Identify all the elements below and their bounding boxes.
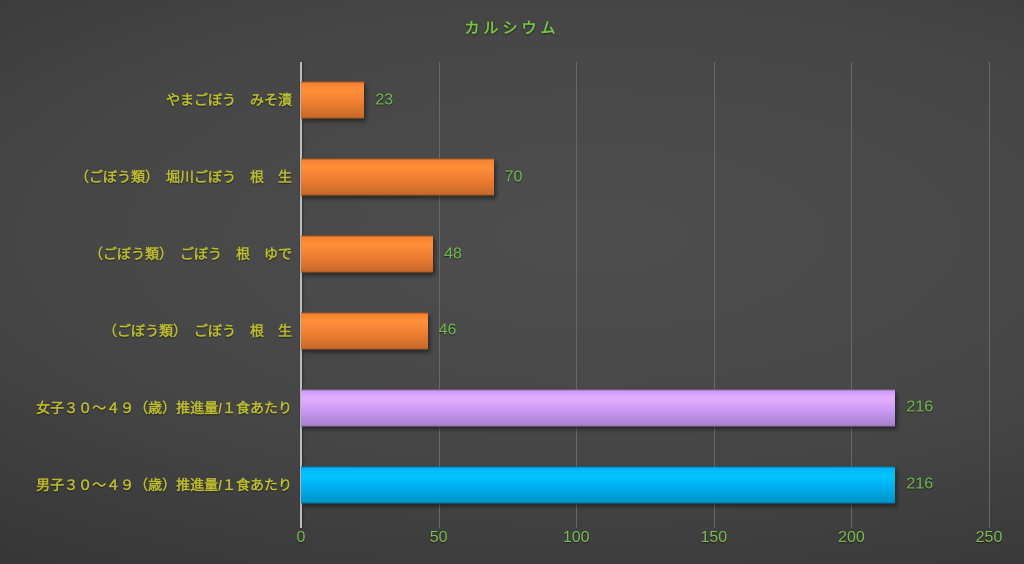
bar-rows: やまごぼう みそ漬 23 （ごぼう類） 堀川ごぼう 根 生 70 （ごぼう類） … — [0, 62, 1024, 523]
chart-title: カルシウム — [464, 20, 560, 37]
category-label: （ごぼう類） ごぼう 根 生 — [103, 322, 292, 339]
value-label: 216 — [906, 398, 934, 416]
x-axis-tick-label: 150 — [700, 529, 728, 546]
x-axis-tick-label: 0 — [296, 529, 306, 546]
bar-track: 70 — [301, 158, 989, 196]
bar-row: 女子３０～４９（歳）推進量/１食あたり 216 — [0, 369, 1024, 446]
x-axis-tick-label: 100 — [562, 529, 590, 546]
bar-track: 23 — [301, 81, 989, 119]
bar — [301, 235, 434, 273]
bar-row: やまごぼう みそ漬 23 — [0, 62, 1024, 139]
category-label: やまごぼう みそ漬 — [166, 92, 292, 109]
gridline — [989, 62, 990, 528]
bar-track: 216 — [301, 466, 989, 504]
category-label: 女子３０～４９（歳）推進量/１食あたり — [36, 399, 292, 416]
bar — [301, 158, 494, 196]
value-label: 48 — [444, 245, 462, 263]
x-axis: 0 50 100 150 200 250 — [297, 529, 1003, 551]
bar-row: （ごぼう類） 堀川ごぼう 根 生 70 — [0, 139, 1024, 216]
value-label: 46 — [438, 321, 457, 339]
x-axis-tick-label: 50 — [429, 529, 448, 546]
value-label: 216 — [906, 475, 934, 493]
gridline — [713, 62, 715, 528]
bar — [301, 466, 896, 504]
gridline — [438, 62, 440, 528]
value-label: 23 — [375, 91, 394, 109]
bar — [301, 81, 365, 119]
category-label: （ごぼう類） 堀川ごぼう 根 生 — [75, 169, 292, 186]
bar-track: 48 — [301, 235, 989, 273]
bar-row: （ごぼう類） ごぼう 根 ゆで 48 — [0, 216, 1024, 293]
plot-area — [300, 62, 990, 528]
gridline — [851, 62, 853, 528]
x-axis-tick-label: 200 — [838, 529, 865, 546]
y-axis-line — [300, 62, 302, 528]
bar-track: 216 — [301, 389, 989, 427]
bar — [301, 312, 428, 350]
category-label: （ごぼう類） ごぼう 根 ゆで — [89, 246, 292, 263]
bar-row: 男子３０～４９（歳）推進量/１食あたり 216 — [0, 446, 1024, 523]
bar-row: （ごぼう類） ごぼう 根 生 46 — [0, 292, 1024, 369]
gridline — [576, 62, 578, 528]
category-label: 男子３０～４９（歳）推進量/１食あたり — [36, 476, 292, 493]
bar — [301, 389, 896, 427]
bar-track: 46 — [301, 312, 989, 350]
x-axis-tick-label: 250 — [975, 529, 1003, 546]
value-label: 70 — [504, 168, 523, 186]
